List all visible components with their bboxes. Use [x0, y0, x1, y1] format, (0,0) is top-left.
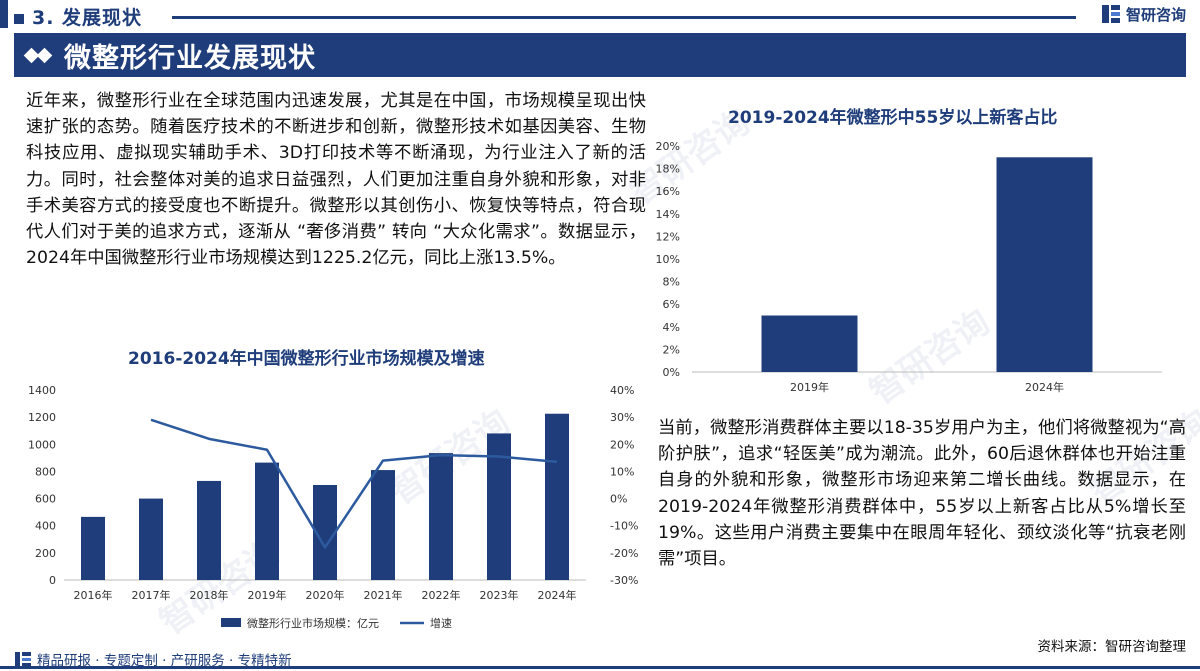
- bar-market-size: [371, 470, 395, 580]
- diamond-icon: [23, 47, 53, 63]
- y-tick-label: 16%: [656, 185, 680, 198]
- footer-rule: [0, 666, 1200, 669]
- x-tick-label: 2016年: [74, 588, 113, 602]
- y-right-tick-label: 10%: [610, 465, 634, 478]
- legend-label-market-size: 微整形行业市场规模：亿元: [247, 616, 379, 630]
- bar-market-size: [429, 453, 453, 580]
- y-tick-label: 0%: [663, 366, 680, 379]
- page-title: 微整形行业发展现状: [64, 42, 316, 74]
- y-left-tick-label: 200: [35, 547, 56, 560]
- header-accent: [0, 0, 8, 28]
- y-left-tick-label: 600: [35, 493, 56, 506]
- y-right-tick-label: -10%: [610, 520, 638, 533]
- bar-market-size: [139, 498, 163, 580]
- section-label-text: 3. 发展现状: [32, 7, 143, 29]
- y-left-tick-label: 1000: [28, 438, 56, 451]
- source-note: 资料来源：智研咨询整理: [1037, 639, 1187, 655]
- x-tick-label: 2021年: [364, 588, 403, 602]
- footer-logo-icon: [15, 652, 31, 666]
- y-right-tick-label: 20%: [610, 438, 634, 451]
- bar-market-size: [545, 413, 569, 580]
- x-tick-label: 2020年: [306, 588, 345, 602]
- bar-market-size: [197, 480, 221, 580]
- y-tick-label: 20%: [656, 140, 680, 153]
- x-tick-label: 2023年: [480, 588, 519, 602]
- section-label: 3. 发展现状: [14, 3, 142, 30]
- y-tick-label: 6%: [663, 298, 680, 311]
- y-left-tick-label: 1400: [28, 384, 56, 397]
- footer: 精品研报 · 专题定制 · 产研服务 · 专精特新: [14, 649, 292, 669]
- y-tick-label: 18%: [656, 163, 680, 176]
- y-right-tick-label: 40%: [610, 384, 634, 397]
- title-bar: 微整形行业发展现状: [14, 33, 1186, 77]
- y-tick-label: 8%: [663, 276, 680, 289]
- new-customer-share-chart: 0% 2% 4% 6% 8% 10% 12% 14% 16% 18% 20% 2019年 2024年: [656, 140, 1162, 394]
- x-tick-label: 2022年: [422, 588, 461, 602]
- y-tick-label: 12%: [656, 230, 680, 243]
- y-left-tick-label: 400: [35, 520, 56, 533]
- y-tick-label: 4%: [663, 321, 680, 334]
- paragraph-consumer-groups: 当前，微整形消费群体主要以18-35岁用户为主，他们将微整视为“高阶护肤”，追求…: [658, 418, 1186, 570]
- x-tick-label: 2019年: [790, 380, 829, 394]
- chart-title-market-size: 2016-2024年中国微整形行业市场规模及增速: [128, 349, 485, 369]
- y-right-tick-label: -20%: [610, 547, 638, 560]
- y-right-tick-label: -30%: [610, 574, 638, 587]
- bar-new-customer-share: [996, 157, 1093, 372]
- y-tick-label: 14%: [656, 208, 680, 221]
- brand-name: 智研咨询: [1125, 5, 1186, 24]
- bar-market-size: [255, 462, 279, 580]
- footer-tagline: 精品研报 · 专题定制 · 产研服务 · 专精特新: [37, 653, 292, 669]
- y-right-tick-label: 30%: [610, 411, 634, 424]
- legend-swatch-bar: [221, 618, 241, 627]
- x-tick-label: 2024年: [538, 588, 577, 602]
- y-left-tick-label: 0: [49, 574, 56, 587]
- market-size-chart: 0 200 400 600 800 1000 1200 1400 -30% -20% -10% 0% 1…: [28, 384, 638, 630]
- x-tick-label: 2024年: [1025, 380, 1064, 394]
- paragraph-market-overview: 近年来，微整形行业在全球范围内迅速发展，尤其是在中国，市场规模呈现出快速扩张的态…: [26, 91, 646, 269]
- brand: 智研咨询: [1100, 3, 1186, 25]
- y-left-tick-label: 1200: [28, 411, 56, 424]
- y-right-tick-label: 0%: [610, 493, 627, 506]
- y-tick-label: 2%: [663, 343, 680, 356]
- header-rule: [172, 16, 1076, 19]
- bar-market-size: [81, 516, 105, 580]
- x-tick-label: 2019年: [248, 588, 287, 602]
- brand-logo-icon: [1101, 5, 1120, 23]
- legend-label-growth: 增速: [430, 616, 452, 630]
- x-tick-label: 2017年: [132, 588, 171, 602]
- bar-new-customer-share: [761, 315, 858, 372]
- square-icon: [14, 13, 24, 24]
- line-growth-rate: [150, 418, 558, 549]
- x-tick-label: 2018年: [190, 588, 229, 602]
- chart-title-new-customers: 2019-2024年微整形中55岁以上新客占比: [728, 108, 1058, 128]
- y-left-tick-label: 800: [35, 465, 56, 478]
- y-tick-label: 10%: [656, 253, 680, 266]
